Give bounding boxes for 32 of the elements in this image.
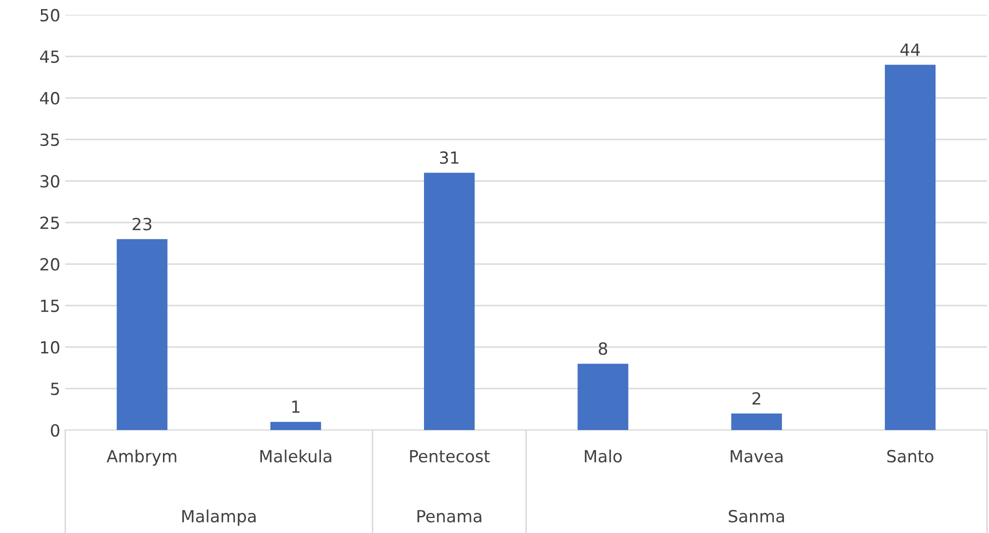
- x-tick-label: Ambrym: [106, 450, 176, 466]
- y-tick-label: 25: [40, 216, 59, 230]
- text: Malampa: [182, 510, 256, 526]
- bar: [270, 422, 322, 430]
- bar: [424, 172, 475, 430]
- y-tick-label: 0: [50, 424, 60, 437]
- y-tick-label: 40: [40, 92, 60, 105]
- y-tick-label: 50: [40, 8, 60, 22]
- y-tick-label: 10: [41, 341, 60, 354]
- text: Penama: [418, 510, 482, 522]
- data-label: 8: [598, 342, 608, 355]
- x-tick-label: Malekula: [260, 450, 332, 462]
- bar: [578, 364, 628, 430]
- text: Sanma: [728, 510, 784, 522]
- data-label: 1: [292, 400, 300, 413]
- data-label: 23: [132, 218, 152, 230]
- x-tick-label: Mavea: [730, 450, 783, 462]
- x-tick-label: Pentecost: [410, 450, 490, 462]
- y-tick-label: 5: [51, 382, 59, 396]
- y-tick-label: 30: [40, 174, 60, 188]
- y-tick-label: 15: [41, 300, 59, 312]
- x-tick-label: Santo: [887, 450, 934, 462]
- data-label: 44: [900, 44, 920, 56]
- bar: [116, 239, 168, 430]
- y-tick-label: 35: [40, 133, 59, 146]
- data-label: 31: [440, 151, 458, 164]
- bar: [884, 64, 936, 430]
- data-label: 2: [752, 392, 760, 404]
- y-tick-label: 20: [40, 258, 60, 271]
- y-tick-label: 45: [40, 50, 59, 64]
- bar: [731, 414, 782, 430]
- x-tick-label: Malo: [584, 450, 622, 462]
